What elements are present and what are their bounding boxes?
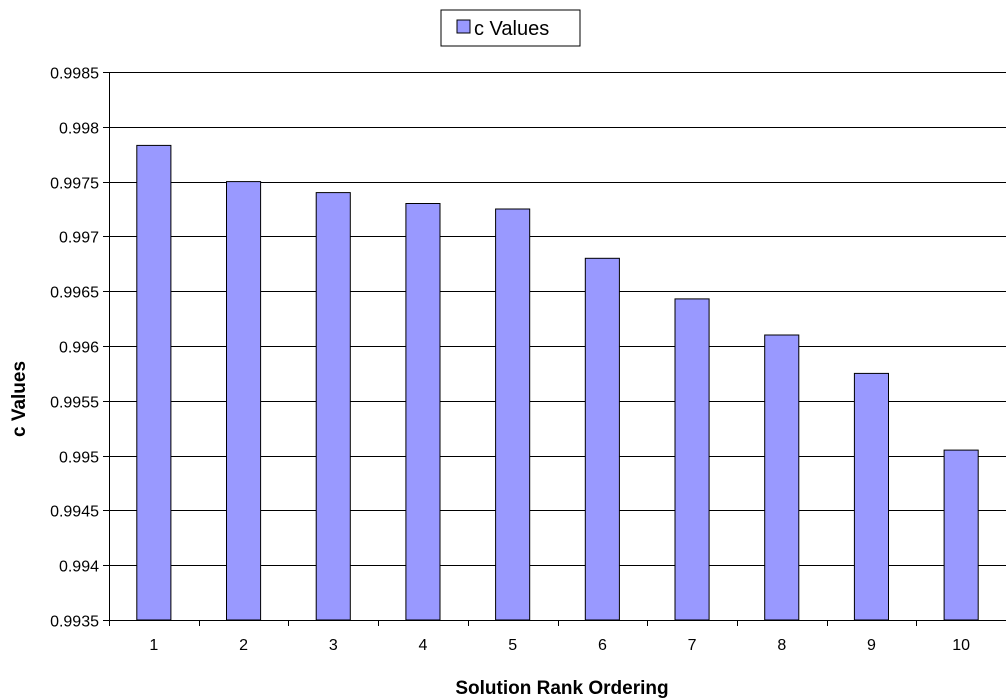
y-tick-label: 0.996 — [59, 340, 99, 357]
legend-swatch — [456, 19, 471, 34]
y-tick-labels: 0.9935 0.994 0.9945 0.995 0.9955 0.996 0.9965 0… — [50, 66, 99, 631]
y-tick-label: 0.9965 — [50, 285, 99, 302]
x-tick-label: 1 — [149, 637, 158, 654]
x-tick-label: 10 — [952, 637, 970, 654]
x-tick-label: 5 — [508, 637, 517, 654]
bar — [764, 334, 800, 621]
x-tick-label: 8 — [777, 637, 786, 654]
y-tick-label: 0.997 — [59, 230, 99, 247]
axes — [103, 72, 1006, 626]
y-tick-label: 0.995 — [59, 450, 99, 467]
x-tick-labels: 1 2 3 4 5 6 7 8 9 10 — [149, 637, 970, 654]
bar — [495, 208, 531, 621]
x-tick-label: 2 — [239, 637, 248, 654]
x-tick-label: 6 — [598, 637, 607, 654]
legend: c Values — [440, 9, 581, 47]
y-axis-title: c Values — [9, 361, 30, 437]
bar — [136, 144, 172, 621]
bar — [674, 298, 710, 621]
bar — [405, 203, 441, 621]
bar — [226, 181, 262, 621]
y-tick-label: 0.9935 — [50, 614, 99, 631]
bar — [943, 449, 979, 621]
y-tick-label: 0.9975 — [50, 176, 99, 193]
x-tick-label: 4 — [418, 637, 427, 654]
bar — [315, 192, 351, 621]
y-tick-label: 0.9955 — [50, 395, 99, 412]
y-tick-label: 0.998 — [59, 121, 99, 138]
y-tick-label: 0.9945 — [50, 504, 99, 521]
x-tick-label: 3 — [329, 637, 338, 654]
y-tick-label: 0.994 — [59, 559, 99, 576]
x-tick-label: 9 — [867, 637, 876, 654]
x-axis-title: Solution Rank Ordering — [455, 678, 668, 699]
legend-label: c Values — [474, 18, 549, 40]
bar — [584, 257, 620, 621]
y-tick-label: 0.9985 — [50, 66, 99, 83]
x-tick-label: 7 — [688, 637, 697, 654]
bars — [136, 144, 979, 621]
bar — [853, 372, 890, 621]
